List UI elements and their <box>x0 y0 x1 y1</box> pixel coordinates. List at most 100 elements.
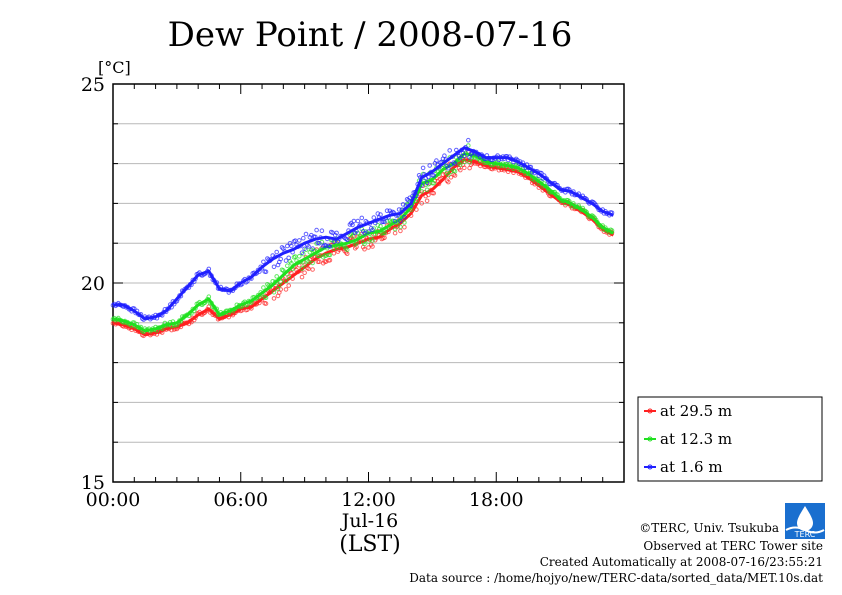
data-point <box>382 235 387 241</box>
data-point <box>458 167 463 173</box>
data-point <box>302 246 307 252</box>
data-point <box>344 237 350 242</box>
logo-text: TERC <box>794 530 816 539</box>
data-point <box>398 218 403 224</box>
data-point <box>378 224 383 229</box>
data-point <box>261 285 266 290</box>
y-tick-label: 15 <box>81 472 105 494</box>
data-point <box>446 165 451 171</box>
data-point <box>301 235 306 241</box>
data-point <box>446 179 451 185</box>
legend-marker <box>647 408 653 414</box>
data-point <box>458 162 463 168</box>
data-point <box>362 241 367 247</box>
data-point <box>362 231 367 236</box>
data-point <box>271 264 277 270</box>
data-point <box>375 211 381 216</box>
data-point <box>371 215 377 220</box>
data-point <box>396 207 402 212</box>
data-point <box>306 259 311 264</box>
data-point <box>448 175 454 180</box>
data-point <box>289 270 294 276</box>
x-tick-label: 18:00 <box>469 489 524 511</box>
x-date-label: Jul-16 <box>340 510 399 532</box>
data-point <box>442 153 447 158</box>
data-point <box>317 253 322 258</box>
data-point <box>382 219 387 225</box>
legend-marker <box>647 436 653 442</box>
data-point <box>283 287 289 292</box>
data-point <box>355 218 361 224</box>
data-point <box>370 244 375 249</box>
data-point <box>434 158 439 163</box>
chart-title: Dew Point / 2008-07-16 <box>168 15 573 55</box>
data-point <box>263 269 269 275</box>
data-point <box>323 253 329 258</box>
data-point <box>452 161 458 166</box>
data-point <box>447 148 453 153</box>
data-point <box>310 260 315 266</box>
data-point <box>392 218 398 224</box>
data-point <box>299 266 305 271</box>
data-point <box>431 180 437 186</box>
data-point <box>274 249 280 255</box>
series-line <box>113 146 614 321</box>
data-point <box>271 296 277 301</box>
data-point <box>317 259 322 265</box>
data-point <box>317 241 322 246</box>
series-at-1-6-m <box>110 137 615 322</box>
data-point <box>289 261 294 266</box>
data-point <box>375 223 381 228</box>
data-point <box>366 229 371 234</box>
legend-box <box>637 396 823 482</box>
x-tick-label: 12:00 <box>341 489 396 511</box>
data-point <box>392 230 398 236</box>
data-point <box>424 198 430 204</box>
tick-marks <box>112 83 625 483</box>
credit-copyright: ©TERC, Univ. Tsukuba <box>639 521 779 535</box>
data-point <box>402 220 407 225</box>
y-tick-labels: 15 20 25 <box>81 74 105 494</box>
data-point <box>278 287 284 292</box>
data-point <box>285 263 290 269</box>
grid-lines <box>113 123 624 443</box>
data-point <box>378 212 383 217</box>
series-group <box>110 137 615 339</box>
y-tick-label: 25 <box>81 74 105 96</box>
y-unit-label: [°C] <box>98 58 131 77</box>
credit-source: Data source : /home/hojyo/new/TERC-data/… <box>409 571 823 585</box>
data-point <box>271 289 277 295</box>
data-point <box>402 224 407 230</box>
data-point <box>278 256 284 262</box>
data-point <box>458 155 463 161</box>
data-point <box>351 218 357 224</box>
data-point <box>319 228 325 233</box>
data-point <box>419 201 425 206</box>
series-at-12-3-m <box>110 143 615 335</box>
data-point <box>286 283 292 288</box>
data-point <box>462 153 467 159</box>
data-point <box>283 278 289 284</box>
data-point <box>306 266 311 272</box>
data-point <box>303 231 309 237</box>
data-point <box>462 159 467 165</box>
data-point <box>299 274 305 280</box>
data-point <box>424 180 430 186</box>
data-point <box>302 262 307 268</box>
x-tick-label: 06:00 <box>213 489 268 511</box>
data-point <box>306 244 311 249</box>
data-point <box>431 173 437 178</box>
terc-logo-icon: TERC <box>785 503 825 539</box>
legend: at 29.5 m at 12.3 m at 1.6 m <box>637 396 823 482</box>
data-point <box>466 137 471 143</box>
data-point <box>427 163 433 168</box>
data-point <box>297 253 302 259</box>
data-point <box>261 259 266 265</box>
data-point <box>366 239 371 244</box>
data-point <box>420 165 426 171</box>
data-point <box>310 267 315 272</box>
data-point <box>419 189 425 194</box>
data-point <box>452 173 458 178</box>
y-tick-label: 20 <box>81 273 105 295</box>
data-point <box>398 224 403 230</box>
